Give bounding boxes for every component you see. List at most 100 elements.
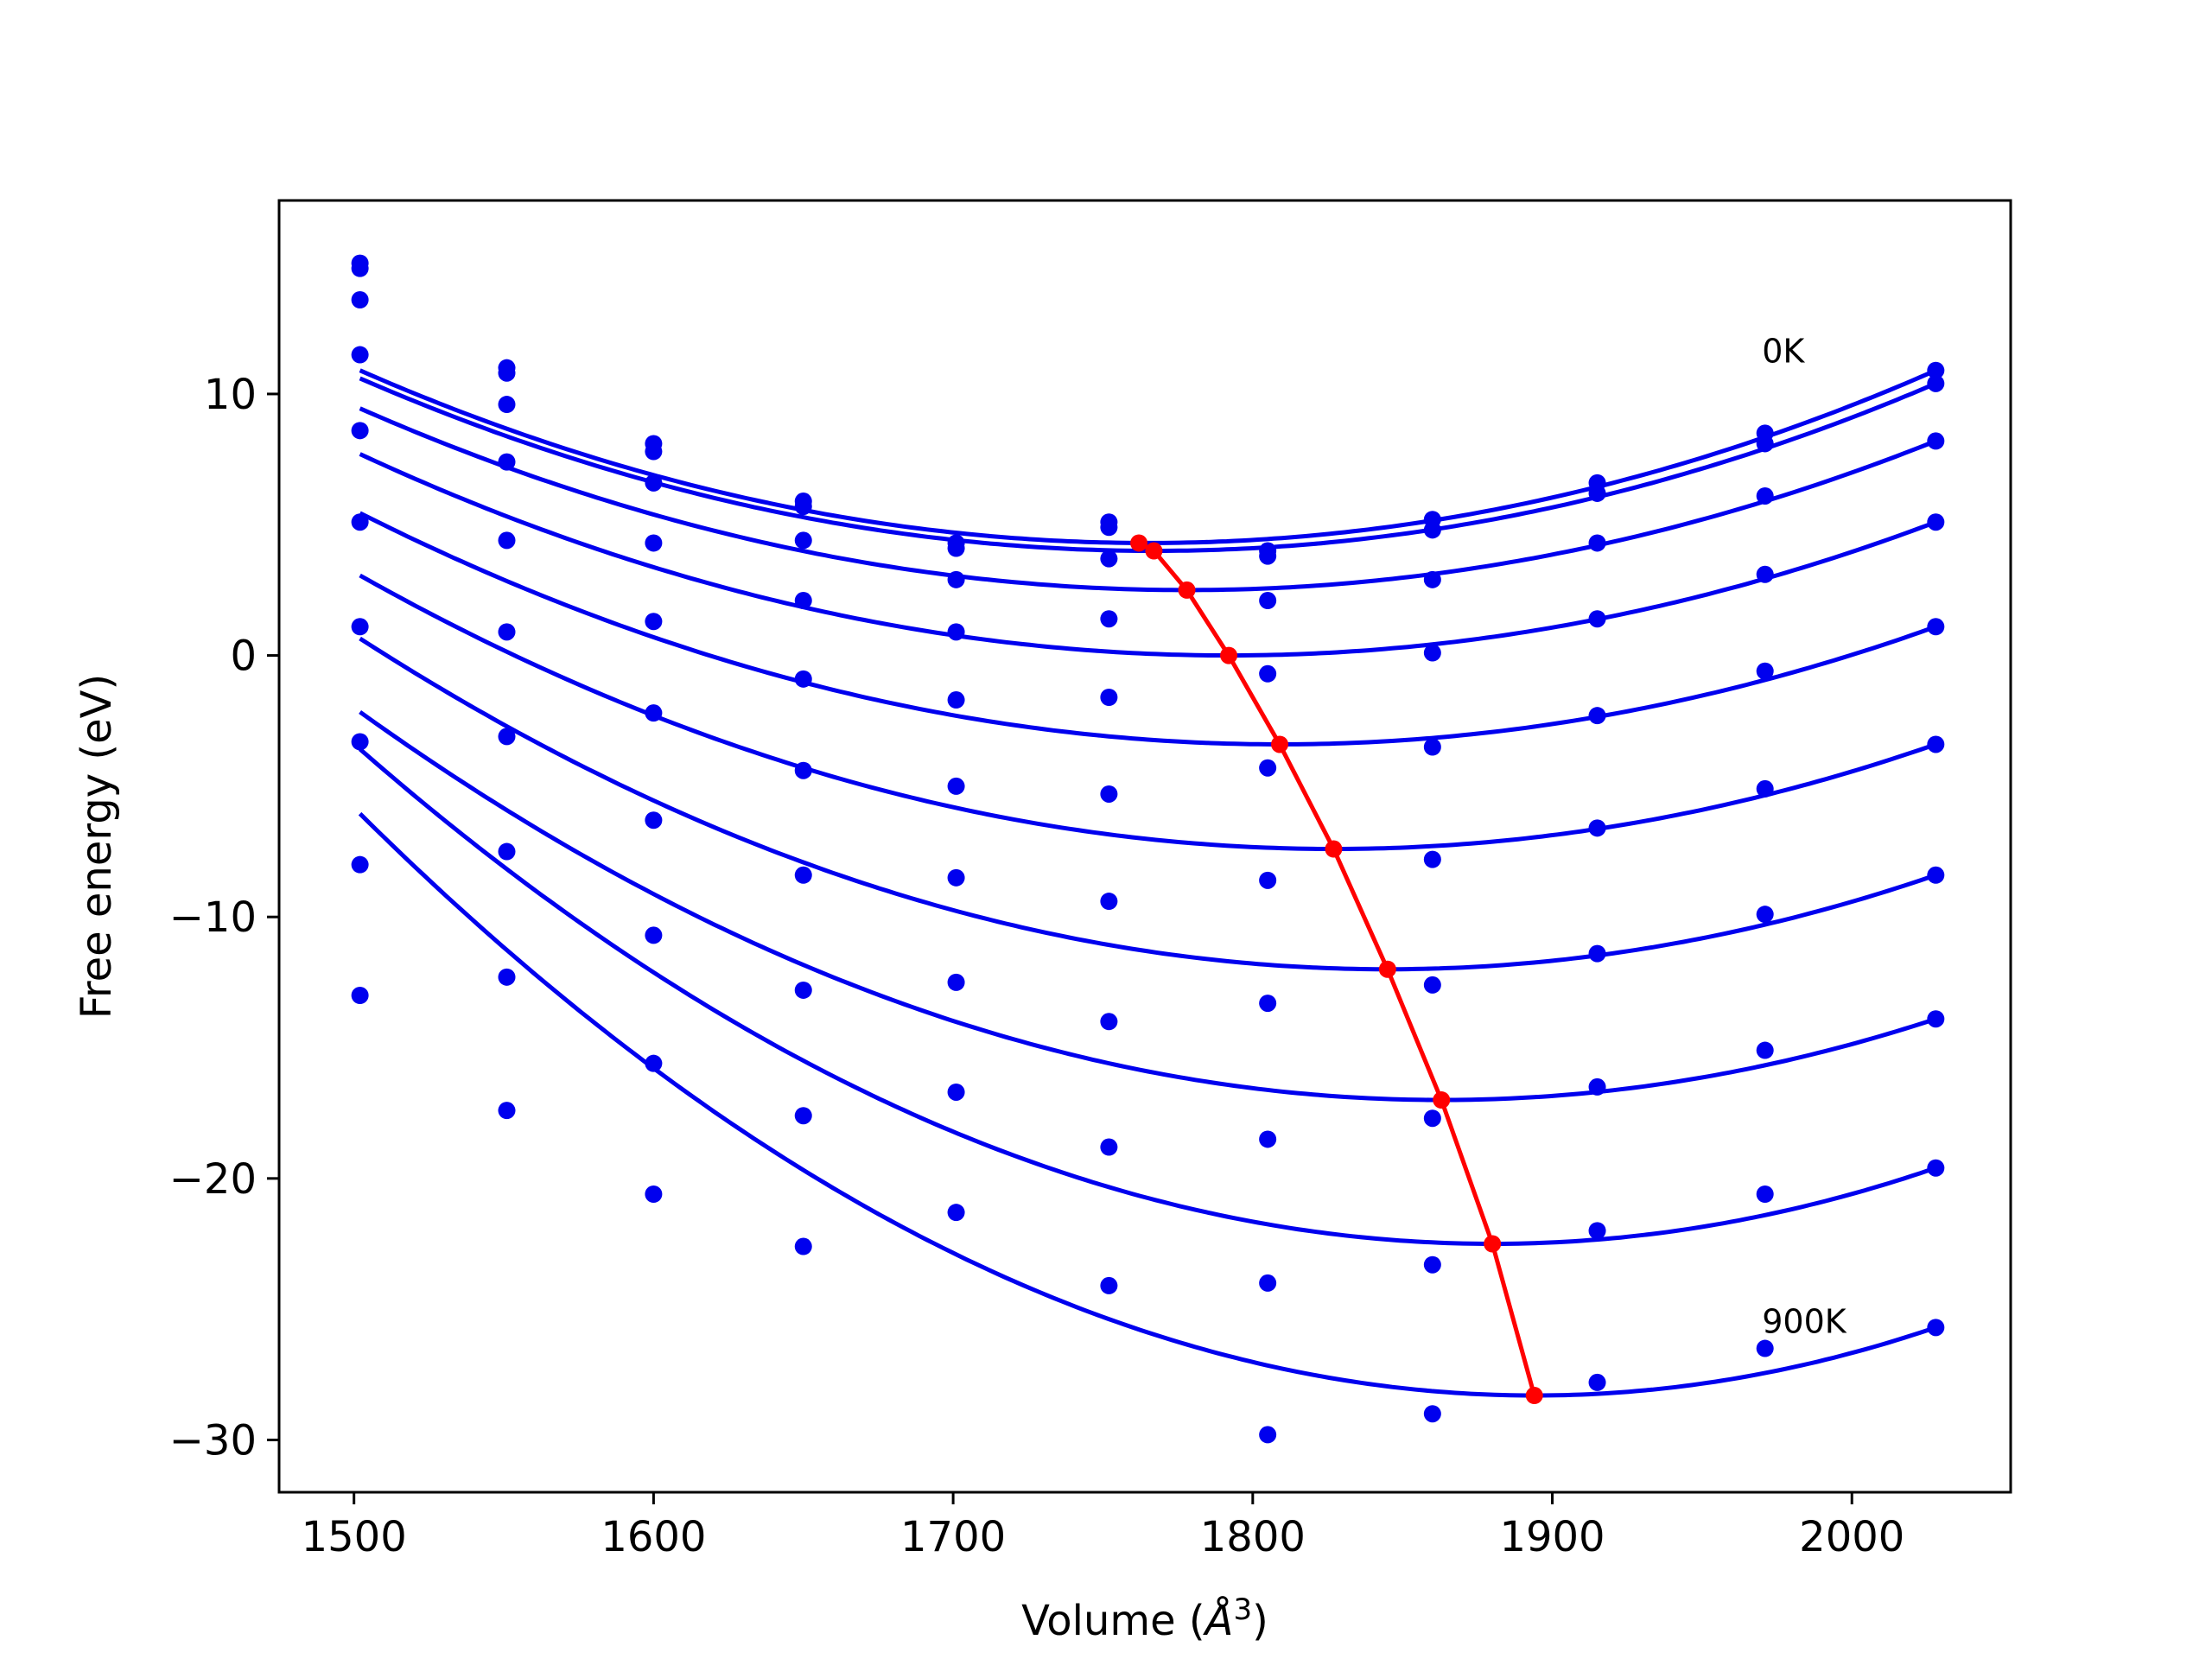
data-point [1927, 1010, 1945, 1028]
data-point [645, 926, 663, 944]
data-point [498, 623, 516, 641]
data-point [498, 968, 516, 986]
data-point [498, 728, 516, 746]
data-point [1423, 521, 1441, 539]
data-point [645, 1185, 663, 1203]
data-point [1588, 1077, 1606, 1096]
data-point [498, 1102, 516, 1120]
data-point [794, 1107, 812, 1125]
data-point [1756, 1185, 1774, 1203]
data-point [1756, 565, 1774, 583]
data-point [498, 364, 516, 382]
data-point [351, 291, 369, 308]
data-point [1259, 1130, 1277, 1148]
data-point [1259, 547, 1277, 565]
data-point [351, 346, 369, 364]
data-point [1927, 361, 1945, 379]
minima-path [1137, 541, 1537, 1396]
data-point [498, 396, 516, 414]
fit-curve-0 [359, 368, 1937, 545]
y-tick-label: −10 [169, 893, 257, 942]
curve-annotation: 0K [1762, 333, 1805, 371]
data-point [351, 733, 369, 751]
data-point [794, 1237, 812, 1255]
data-point [1259, 664, 1277, 683]
data-point [1756, 779, 1774, 798]
data-point [1588, 484, 1606, 502]
minimum-point [1525, 1387, 1543, 1405]
data-point [645, 613, 663, 631]
data-point [1588, 1373, 1606, 1391]
data-point [351, 987, 369, 1004]
data-point [1100, 893, 1118, 911]
data-point [1927, 374, 1945, 392]
data-point [1100, 689, 1118, 706]
data-point [1927, 866, 1945, 884]
fit-curve-5 [359, 573, 1937, 851]
minimum-point [1378, 960, 1396, 978]
data-point [794, 761, 812, 779]
minima-line [1130, 534, 1543, 1405]
minimum-point [1271, 735, 1289, 753]
x-axis-label: Volume (Å3) [1021, 1592, 1268, 1645]
x-tick-label: 1800 [1200, 1513, 1306, 1561]
fit-curve-7 [359, 709, 1937, 1103]
data-point [1927, 513, 1945, 531]
data-point [947, 973, 965, 991]
data-point [498, 842, 516, 861]
minimum-point [1220, 646, 1238, 664]
data-point [498, 531, 516, 550]
data-point [1259, 592, 1277, 610]
y-tick-label: 0 [230, 632, 257, 681]
x-tick-label: 1600 [601, 1513, 706, 1561]
data-point [1423, 1255, 1441, 1274]
minimum-point [1325, 840, 1343, 858]
data-point [947, 1083, 965, 1101]
data-point [1588, 707, 1606, 725]
y-tick-label: −30 [169, 1416, 257, 1465]
data-point [351, 618, 369, 636]
data-point [1423, 570, 1441, 588]
data-point [351, 259, 369, 277]
minimum-point [1484, 1235, 1502, 1253]
fit-curve-1 [359, 376, 1937, 553]
minimum-point [1178, 581, 1196, 599]
x-tick-label: 1900 [1499, 1513, 1605, 1561]
fit-curves [358, 368, 1937, 1398]
data-point [1259, 995, 1277, 1013]
data-point [947, 539, 965, 557]
data-point [1588, 944, 1606, 963]
data-point [1756, 906, 1774, 924]
x-tick-label: 1700 [900, 1513, 1006, 1561]
data-point [1259, 1274, 1277, 1292]
data-point [645, 534, 663, 552]
x-axis-label-symbol: Å [1203, 1596, 1234, 1645]
x-axis-label-text: Volume ( [1021, 1597, 1205, 1645]
data-point [1756, 662, 1774, 680]
data-point [1423, 1109, 1441, 1128]
axis-ticks: 1500 1600 1700 1800 1900 2000 −30 −20 −10 0 10 [169, 371, 1905, 1561]
data-point [1423, 1405, 1441, 1423]
data-point [794, 498, 812, 516]
data-point [351, 855, 369, 874]
data-point [1927, 1319, 1945, 1337]
data-point [1259, 759, 1277, 777]
fit-curve-8 [358, 747, 1937, 1246]
fit-curve-2 [359, 406, 1937, 593]
data-point [645, 811, 663, 830]
data-point [1588, 1222, 1606, 1240]
data-point [1756, 1339, 1774, 1357]
data-point [1100, 550, 1118, 568]
data-point [1756, 435, 1774, 453]
data-point [947, 623, 965, 641]
data-point [947, 691, 965, 709]
data-points [351, 254, 1945, 1444]
data-point [1259, 1426, 1277, 1444]
minimum-point [1145, 542, 1163, 560]
data-point [947, 1204, 965, 1222]
data-point [794, 592, 812, 610]
data-point [1100, 610, 1118, 628]
data-point [645, 704, 663, 722]
data-point [1100, 1013, 1118, 1031]
